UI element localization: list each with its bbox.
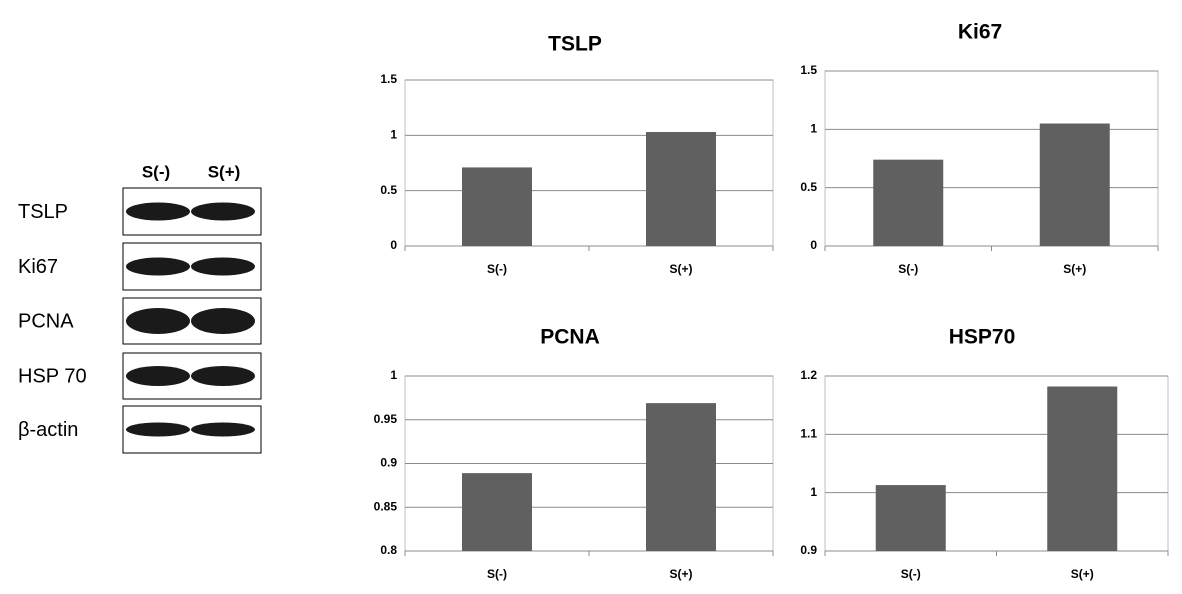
bar [646, 132, 716, 246]
x-tick-label: S(-) [898, 262, 918, 276]
x-tick-label: S(+) [669, 262, 692, 276]
y-tick-label: 0.95 [374, 412, 398, 426]
y-tick-label: 0.9 [380, 456, 397, 470]
blot-row-label: β-actin [18, 419, 78, 441]
blot-row-label: PCNA [18, 310, 74, 332]
y-tick-label: 0 [810, 238, 817, 252]
chart-title: TSLP [548, 33, 602, 56]
blot-band [191, 422, 255, 437]
y-tick-label: 0.5 [380, 183, 397, 197]
bar [873, 159, 944, 246]
lane-label: S(+) [208, 162, 241, 181]
y-tick-label: 0 [390, 238, 397, 252]
blot-row-label: HSP 70 [18, 365, 87, 387]
blot-band [191, 257, 255, 276]
x-tick-label: S(+) [1071, 567, 1094, 581]
y-tick-label: 1 [810, 122, 817, 136]
x-tick-label: S(+) [1063, 262, 1086, 276]
bar [646, 403, 716, 551]
x-tick-label: S(-) [901, 567, 921, 581]
blot-band [191, 366, 255, 386]
x-tick-label: S(-) [487, 262, 507, 276]
chart-title: PCNA [540, 326, 600, 349]
plot-frame [404, 79, 774, 247]
y-tick-label: 1 [810, 485, 817, 499]
blot-band [191, 308, 255, 334]
y-tick-label: 1.5 [380, 72, 397, 86]
bar [1047, 386, 1118, 551]
blot-band [126, 422, 190, 437]
y-tick-label: 1.1 [800, 427, 817, 441]
blot-row-label: Ki67 [18, 256, 58, 278]
blot-band [191, 202, 255, 221]
chart-title: Ki67 [958, 21, 1002, 44]
y-tick-label: 0.5 [800, 180, 817, 194]
y-tick-label: 0.8 [380, 543, 397, 557]
x-tick-label: S(+) [669, 567, 692, 581]
blot-band [126, 308, 190, 334]
blot-band [126, 202, 190, 221]
blot-row-label: TSLP [18, 201, 68, 223]
lane-label: S(-) [142, 162, 170, 181]
chart-title: HSP70 [949, 326, 1016, 349]
y-tick-label: 1 [390, 368, 397, 382]
y-tick-label: 0.85 [374, 499, 398, 513]
bar [462, 473, 532, 551]
bar [1039, 123, 1110, 246]
y-tick-label: 1 [390, 128, 397, 142]
y-tick-label: 1.2 [800, 368, 817, 382]
blot-band [126, 366, 190, 386]
x-tick-label: S(-) [487, 567, 507, 581]
blot-band [126, 257, 190, 276]
y-tick-label: 0.9 [800, 543, 817, 557]
y-tick-label: 1.5 [800, 63, 817, 77]
bar [875, 485, 946, 551]
bar [462, 167, 532, 246]
